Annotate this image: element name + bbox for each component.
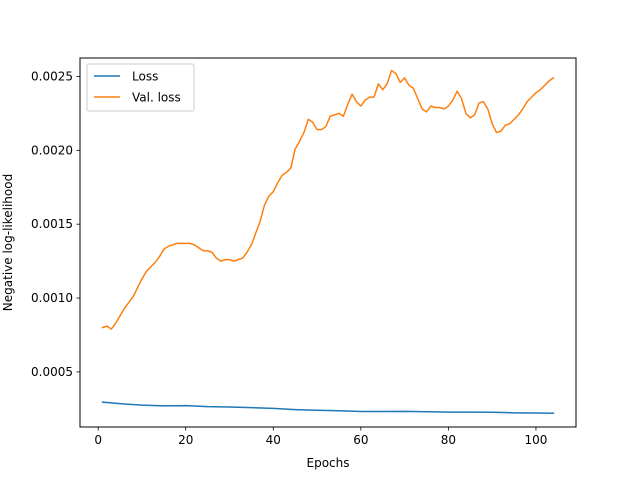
x-tick-label: 20 — [178, 433, 193, 447]
y-axis-label: Negative log-likelihood — [1, 174, 15, 311]
y-tick-label: 0.0020 — [31, 143, 73, 157]
x-tick-label: 80 — [441, 433, 456, 447]
x-tick-label: 0 — [94, 433, 102, 447]
axes-frame — [79, 57, 577, 428]
plot-area — [79, 57, 577, 428]
y-tick-label: 0.0025 — [31, 69, 73, 83]
x-tick-label: 40 — [266, 433, 281, 447]
y-tick-label: 0.0010 — [31, 291, 73, 305]
legend: Loss Val. loss — [86, 63, 195, 112]
legend-label: Val. loss — [132, 91, 181, 105]
axes-background — [80, 58, 576, 427]
series-line-val-loss — [101, 69, 555, 330]
x-tick-label: 60 — [353, 433, 368, 447]
series-layer — [101, 69, 555, 415]
x-tick-label: 100 — [524, 433, 547, 447]
y-tick-label: 0.0005 — [31, 365, 73, 379]
x-axis-label: Epochs — [307, 456, 350, 470]
series-line-loss — [101, 401, 555, 415]
legend-label: Loss — [132, 70, 158, 84]
y-axis-ticks: 0.0005 0.0010 0.0015 0.0020 0.0025 — [31, 69, 80, 379]
x-axis-ticks: 0 20 40 60 80 100 — [94, 427, 547, 447]
y-tick-label: 0.0015 — [31, 217, 73, 231]
